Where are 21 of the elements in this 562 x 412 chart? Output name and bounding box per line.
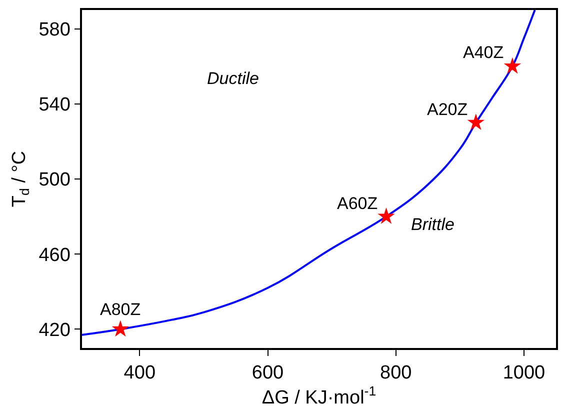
y-tick-label: 420 [38,320,70,341]
point [378,207,395,224]
y-tick-label: 540 [38,94,70,116]
point [112,320,130,337]
x-tick-label: 600 [252,362,284,384]
annotation: A40Z [463,43,504,62]
y-tick-label: 460 [38,244,70,266]
annotation: A20Z [427,100,468,119]
annotation: Ductile [207,69,259,88]
x-axis-title: ΔG / KJ·mol$^{-1}$ [262,384,376,409]
annotation: A80Z [100,300,141,319]
x-tick-label: 1000 [502,362,546,384]
annotation: A60Z [337,194,378,213]
x-tick-label: 800 [380,362,412,384]
annotation: Brittle [411,215,454,234]
point [504,57,522,74]
y-tick-label: 580 [38,19,70,40]
point [467,114,485,130]
line-series [82,10,536,336]
y-tick-label: 500 [38,170,70,191]
x-tick-label: 400 [124,362,156,384]
